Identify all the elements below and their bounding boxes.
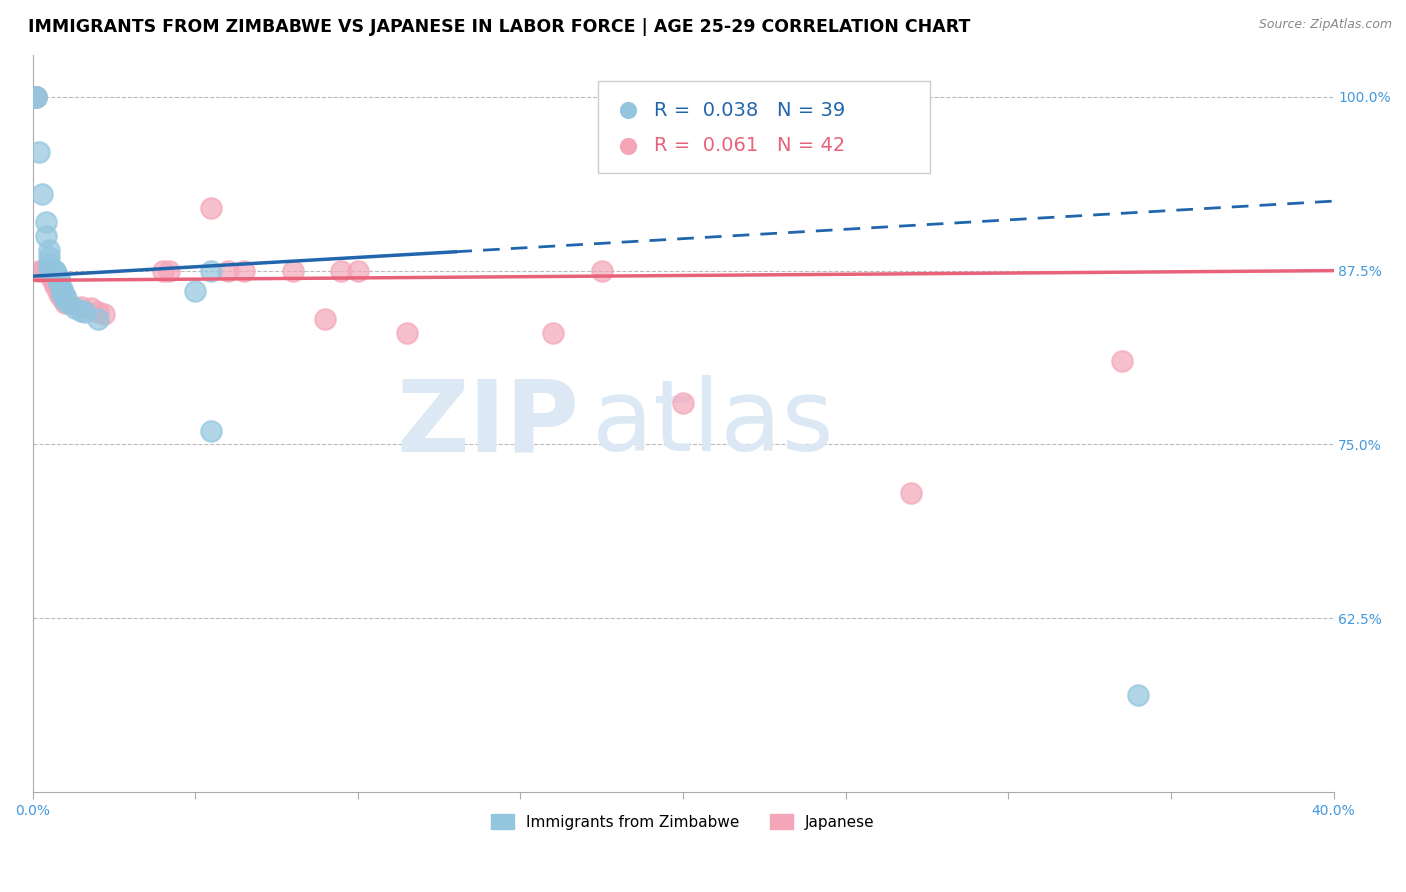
Point — [281, 263, 304, 277]
Point — [41, 270, 63, 285]
Point — [53, 290, 76, 304]
Point — [41, 263, 63, 277]
Point — [38, 250, 60, 264]
Point — [200, 424, 222, 438]
Text: atlas: atlas — [592, 375, 834, 472]
Point — [53, 293, 76, 307]
Point — [51, 292, 73, 306]
Point — [48, 282, 70, 296]
Point — [70, 304, 93, 318]
Point — [48, 270, 70, 285]
Point — [73, 305, 96, 319]
Point — [200, 201, 222, 215]
Point — [395, 326, 418, 341]
Point — [86, 312, 108, 326]
Point — [44, 273, 66, 287]
Point — [53, 295, 76, 310]
Point — [346, 263, 368, 277]
Point — [51, 282, 73, 296]
Point — [53, 293, 76, 307]
Point — [48, 272, 70, 286]
Point — [48, 273, 70, 287]
Point — [41, 263, 63, 277]
Point — [44, 279, 66, 293]
Point — [1111, 354, 1133, 368]
Text: ZIP: ZIP — [396, 375, 579, 472]
Point — [900, 486, 922, 500]
Point — [63, 301, 86, 315]
Point — [38, 267, 60, 281]
Point — [44, 263, 66, 277]
Point — [53, 292, 76, 306]
Point — [51, 288, 73, 302]
Point — [24, 90, 46, 104]
Point — [31, 187, 53, 202]
Point — [48, 287, 70, 301]
Point — [86, 305, 108, 319]
Point — [44, 263, 66, 277]
Point — [24, 90, 46, 104]
Point — [44, 275, 66, 289]
Point — [48, 285, 70, 299]
Point — [541, 326, 564, 341]
Point — [93, 307, 115, 321]
Point — [34, 263, 56, 277]
Legend: Immigrants from Zimbabwe, Japanese: Immigrants from Zimbabwe, Japanese — [485, 807, 882, 836]
Text: R =  0.038   N = 39: R = 0.038 N = 39 — [654, 101, 845, 120]
FancyBboxPatch shape — [599, 81, 931, 173]
Text: R =  0.061   N = 42: R = 0.061 N = 42 — [654, 136, 845, 155]
Point — [41, 262, 63, 277]
Point — [157, 263, 180, 277]
Point — [44, 268, 66, 282]
Point — [51, 287, 73, 301]
Point — [184, 285, 207, 299]
Point — [217, 263, 239, 277]
Point — [34, 228, 56, 243]
Text: Source: ZipAtlas.com: Source: ZipAtlas.com — [1258, 18, 1392, 31]
Point — [28, 263, 51, 277]
Point — [34, 215, 56, 229]
Point — [38, 265, 60, 279]
Point — [672, 395, 695, 409]
Point — [70, 300, 93, 314]
Point — [34, 263, 56, 277]
Point — [53, 288, 76, 302]
Point — [28, 145, 51, 160]
Point — [48, 276, 70, 290]
Point — [200, 263, 222, 277]
Point — [80, 301, 103, 315]
Point — [314, 312, 336, 326]
Point — [38, 262, 60, 277]
Point — [41, 263, 63, 277]
Point — [38, 263, 60, 277]
Point — [44, 276, 66, 290]
Point — [38, 243, 60, 257]
Point — [58, 295, 80, 310]
Point — [1128, 688, 1150, 702]
Point — [330, 263, 353, 277]
Text: IMMIGRANTS FROM ZIMBABWE VS JAPANESE IN LABOR FORCE | AGE 25-29 CORRELATION CHAR: IMMIGRANTS FROM ZIMBABWE VS JAPANESE IN … — [28, 18, 970, 36]
Point — [24, 90, 46, 104]
Point — [51, 285, 73, 299]
Point — [152, 263, 174, 277]
Point — [232, 263, 254, 277]
Point — [38, 257, 60, 271]
Point — [41, 263, 63, 277]
Point — [41, 272, 63, 286]
Point — [41, 268, 63, 282]
Point — [31, 263, 53, 277]
Point — [44, 265, 66, 279]
Point — [24, 90, 46, 104]
Point — [591, 263, 613, 277]
